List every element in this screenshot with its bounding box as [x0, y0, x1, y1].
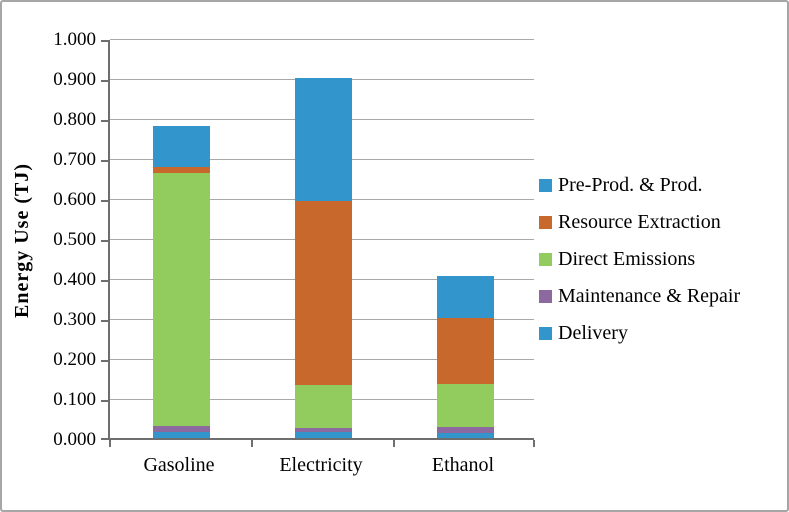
gridline	[110, 39, 534, 40]
legend-swatch-icon	[539, 289, 552, 303]
y-tick-label: 0.000	[53, 429, 96, 450]
y-axis-tick	[101, 360, 110, 362]
x-axis-tick	[109, 440, 111, 447]
x-axis-label: Ethanol	[431, 454, 495, 476]
y-axis-title: Energy Use (TJ)	[10, 162, 33, 318]
y-tick-label: 0.600	[53, 189, 96, 210]
bar-ethanol	[436, 276, 494, 438]
y-axis-tick	[101, 40, 110, 42]
legend-label: Maintenance & Repair	[558, 284, 741, 307]
bar-segment	[152, 172, 210, 426]
y-axis-tick	[101, 320, 110, 322]
legend-label: Direct Emissions	[558, 247, 696, 270]
bar-segment	[436, 276, 494, 318]
bar-gasoline	[152, 126, 210, 438]
bar-segment	[152, 166, 210, 173]
legend-item: Resource Extraction	[539, 211, 740, 233]
bar-segment	[436, 318, 494, 384]
bar-segment	[436, 426, 494, 433]
bar-electricity	[294, 78, 352, 438]
legend-item: Delivery	[539, 322, 740, 344]
x-axis-tick	[533, 440, 535, 447]
y-axis-tick	[101, 400, 110, 402]
y-tick-label: 0.900	[53, 69, 96, 90]
bar-segment	[436, 384, 494, 427]
bar-segment	[152, 126, 210, 167]
y-tick-label: 0.500	[53, 229, 96, 250]
legend-swatch-icon	[539, 252, 552, 266]
bar-segment	[294, 201, 352, 385]
x-axis-label: Electricity	[279, 454, 363, 476]
bar-segment	[152, 426, 210, 432]
y-tick-label: 0.400	[53, 269, 96, 290]
legend-item: Maintenance & Repair	[539, 285, 740, 307]
legend-swatch-icon	[539, 178, 552, 192]
y-axis-tick	[101, 120, 110, 122]
y-tick-label: 1.000	[53, 29, 96, 50]
x-axis-tick	[251, 440, 253, 447]
legend-swatch-icon	[539, 326, 552, 340]
legend-item: Direct Emissions	[539, 248, 740, 270]
bar-segment	[294, 384, 352, 428]
bar-segment	[294, 428, 352, 432]
y-tick-label: 0.700	[53, 149, 96, 170]
plot-area	[101, 39, 535, 447]
legend-item: Pre-Prod. & Prod.	[539, 174, 740, 196]
x-axis-tick	[393, 440, 395, 447]
bar-segment	[294, 432, 352, 438]
y-tick-label: 0.200	[53, 349, 96, 370]
legend-swatch-icon	[539, 215, 552, 229]
x-axis-label: Gasoline	[143, 454, 215, 476]
legend-label: Pre-Prod. & Prod.	[558, 173, 703, 196]
y-axis-tick	[101, 160, 110, 162]
y-axis-tick	[101, 438, 110, 440]
y-axis-tick	[101, 80, 110, 82]
legend-label: Delivery	[558, 321, 628, 344]
legend: Pre-Prod. & Prod. Resource Extraction Dire…	[539, 174, 740, 359]
y-tick-label: 0.800	[53, 109, 96, 130]
y-axis-tick	[101, 280, 110, 282]
bar-segment	[152, 432, 210, 438]
y-axis-tick	[101, 240, 110, 242]
bar-segment	[436, 432, 494, 438]
legend-label: Resource Extraction	[558, 210, 721, 233]
y-axis-tick	[101, 200, 110, 202]
y-tick-label: 0.100	[53, 389, 96, 410]
bar-segment	[294, 78, 352, 202]
y-tick-label: 0.300	[53, 309, 96, 330]
